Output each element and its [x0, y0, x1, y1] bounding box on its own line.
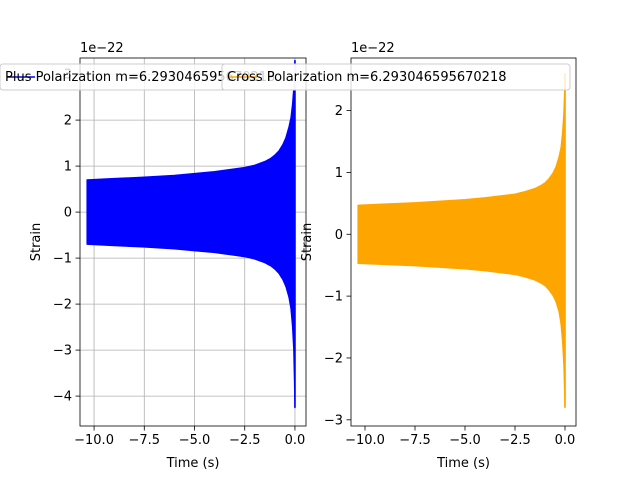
y-offset-text: 1e−22	[80, 41, 124, 56]
cross-polarization-panel: −10.0 −7.5 −5.0 −2.5 0.0 −3 −2 −1 0 1 2 Time (s) Str…	[300, 41, 577, 471]
x-tick-label: −5.0	[449, 433, 481, 448]
legend-box-1	[221, 63, 571, 91]
x-tick-label: −7.5	[128, 433, 160, 448]
y-tick-label: −2	[324, 351, 343, 366]
y-tick-label: −3	[53, 344, 72, 359]
y-tick-label: 2	[64, 114, 72, 129]
x-axis-label: Time (s)	[166, 456, 220, 471]
y-tick-label: −1	[324, 290, 343, 305]
axes-frame	[79, 57, 307, 427]
x-axis-label: Time (s)	[436, 456, 490, 471]
legend-label-0: Plus Polarization m=6.293046595670218	[5, 70, 275, 85]
y-tick-label: 0	[335, 228, 343, 243]
y-tick-label: −4	[53, 390, 72, 405]
x-tick-label: −5.0	[179, 433, 211, 448]
x-tick-label: 0.0	[285, 433, 306, 448]
x-tick-label: −7.5	[399, 433, 431, 448]
axes-frame	[350, 57, 577, 427]
plus-polarization-panel: −10.0−7.5−5.0−2.50.0−4−3−2−10123Time (s)…	[29, 41, 307, 471]
y-axis-label: Strain	[29, 223, 44, 262]
y-axis-label: Strain	[300, 223, 315, 262]
y-offset-text: 1e−22	[351, 41, 395, 56]
series-waveform-0	[357, 72, 566, 409]
x-tick-label: −10.0	[345, 433, 385, 448]
x-tick-label: −2.5	[499, 433, 531, 448]
x-tick-label: −10.0	[74, 433, 114, 448]
y-tick-label: 0	[64, 206, 72, 221]
y-tick-label: 2	[335, 104, 343, 119]
y-tick-label: 1	[335, 166, 343, 181]
legends-layer: Plus Polarization m=6.293046595670218Cro…	[0, 63, 571, 91]
x-tick-label: −2.5	[229, 433, 261, 448]
legend-label-1: Cross Polarization m=6.293046595670218	[227, 70, 506, 85]
y-tick-label: −1	[53, 252, 72, 267]
y-tick-label: 1	[64, 160, 72, 175]
y-tick-label: −3	[324, 413, 343, 428]
y-tick-label: −2	[53, 298, 72, 313]
x-tick-label: 0.0	[555, 433, 576, 448]
